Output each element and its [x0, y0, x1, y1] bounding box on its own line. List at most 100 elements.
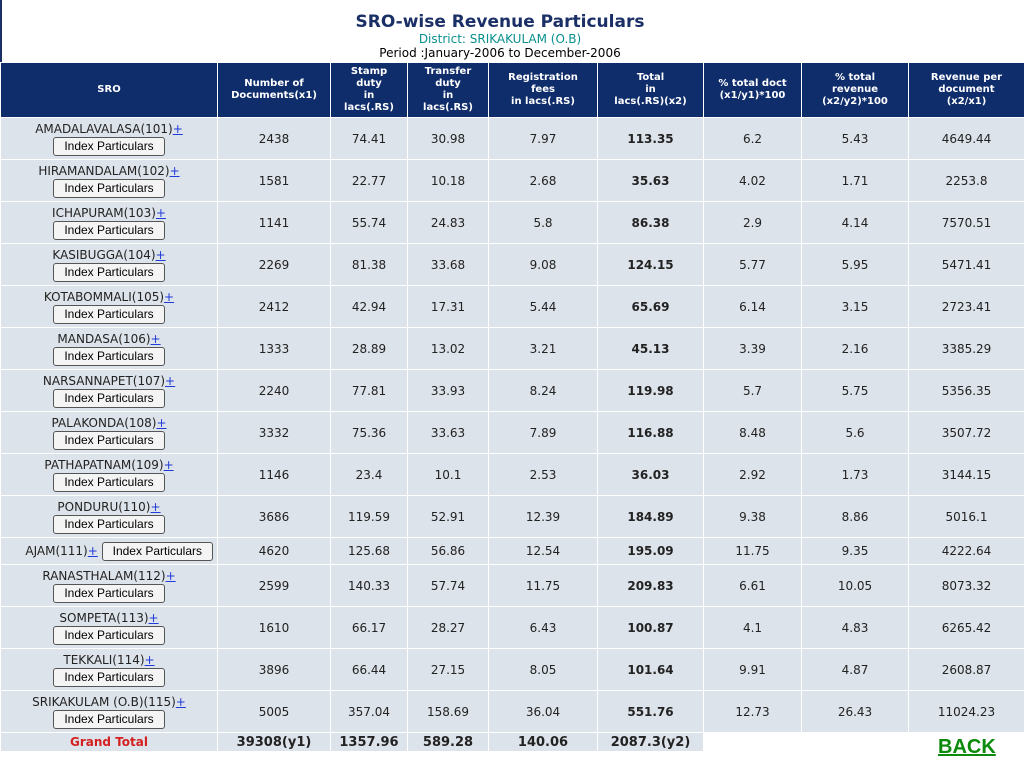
cell-docs: 3686	[218, 496, 331, 538]
cell-total: 101.64	[598, 649, 704, 691]
column-header-line: Revenue per	[931, 72, 1002, 83]
expand-plus-link[interactable]: +	[164, 290, 174, 304]
cell-reg: 2.68	[489, 160, 598, 202]
index-particulars-button[interactable]: Index Particulars	[53, 263, 164, 282]
column-header-line: in	[645, 84, 656, 95]
sro-cell-inline: AJAM(111)+ Index Particulars	[25, 542, 213, 561]
cell-docs: 3896	[218, 649, 331, 691]
index-particulars-button[interactable]: Index Particulars	[53, 668, 164, 687]
cell-prev: 4.87	[802, 649, 909, 691]
cell-rpd: 3385.29	[909, 328, 1024, 370]
cell-stamp: 55.74	[331, 202, 408, 244]
index-particulars-button[interactable]: Index Particulars	[53, 305, 164, 324]
cell-rpd: 6265.42	[909, 607, 1024, 649]
expand-plus-link[interactable]: +	[166, 569, 176, 583]
sro-name: AMADALAVALASA(101)	[35, 122, 173, 136]
cell-transfer: 17.31	[408, 286, 489, 328]
expand-plus-link[interactable]: +	[156, 206, 166, 220]
cell-stamp: 140.33	[331, 565, 408, 607]
expand-plus-link[interactable]: +	[176, 695, 186, 709]
sro-name: SOMPETA(113)	[59, 611, 148, 625]
cell-docs: 4620	[218, 538, 331, 565]
cell-total: 36.03	[598, 454, 704, 496]
cell-rpd: 2723.41	[909, 286, 1024, 328]
grand-total-total: 2087.3(y2)	[598, 733, 704, 752]
sro-cell: HIRAMANDALAM(102)+ Index Particulars	[1, 160, 218, 202]
cell-docs: 1146	[218, 454, 331, 496]
cell-rpd: 2608.87	[909, 649, 1024, 691]
index-particulars-button[interactable]: Index Particulars	[53, 347, 164, 366]
index-particulars-button[interactable]: Index Particulars	[53, 584, 164, 603]
sro-cell: PONDURU(110)+ Index Particulars	[1, 496, 218, 538]
back-link[interactable]: BACK	[938, 736, 996, 759]
cell-stamp: 22.77	[331, 160, 408, 202]
cell-rpd: 4222.64	[909, 538, 1024, 565]
table-row: ICHAPURAM(103)+ Index Particulars 1141 55.7…	[1, 202, 1024, 244]
expand-plus-link[interactable]: +	[151, 500, 161, 514]
cell-stamp: 66.17	[331, 607, 408, 649]
cell-reg: 5.8	[489, 202, 598, 244]
column-header-line: Total	[637, 72, 664, 83]
column-header: Stamp duty in lacs(.RS)	[331, 63, 408, 118]
cell-rpd: 3507.72	[909, 412, 1024, 454]
column-header-line: Transfer	[425, 66, 472, 77]
expand-plus-link[interactable]: +	[165, 374, 175, 388]
cell-prev: 26.43	[802, 691, 909, 733]
cell-stamp: 75.36	[331, 412, 408, 454]
sro-name: KASIBUGGA(104)	[52, 248, 155, 262]
table-row: PALAKONDA(108)+ Index Particulars 3332 75.3…	[1, 412, 1024, 454]
expand-plus-link[interactable]: +	[149, 611, 159, 625]
index-particulars-button[interactable]: Index Particulars	[53, 473, 164, 492]
index-particulars-button[interactable]: Index Particulars	[53, 431, 164, 450]
cell-prev: 9.35	[802, 538, 909, 565]
column-header-line: in	[364, 90, 375, 101]
cell-prev: 3.15	[802, 286, 909, 328]
index-particulars-button[interactable]: Index Particulars	[53, 710, 164, 729]
sro-name: KOTABOMMALI(105)	[44, 290, 164, 304]
expand-plus-link[interactable]: +	[170, 164, 180, 178]
sro-cell: SOMPETA(113)+ Index Particulars	[1, 607, 218, 649]
index-particulars-button[interactable]: Index Particulars	[53, 389, 164, 408]
index-particulars-button[interactable]: Index Particulars	[53, 626, 164, 645]
column-header: Total in lacs(.RS)(x2)	[598, 63, 704, 118]
cell-pdoc: 6.14	[704, 286, 802, 328]
grand-total-reg: 140.06	[489, 733, 598, 752]
expand-plus-link[interactable]: +	[173, 122, 183, 136]
cell-docs: 1333	[218, 328, 331, 370]
expand-plus-link[interactable]: +	[88, 544, 98, 558]
index-particulars-button[interactable]: Index Particulars	[53, 221, 164, 240]
column-header-line: fees	[531, 84, 555, 95]
cell-transfer: 24.83	[408, 202, 489, 244]
table-row: KOTABOMMALI(105)+ Index Particulars 2412 42…	[1, 286, 1024, 328]
table-header-row: SRO Number of Documents(x1) Stamp duty in lacs…	[1, 63, 1024, 118]
expand-plus-link[interactable]: +	[145, 653, 155, 667]
index-particulars-button[interactable]: Index Particulars	[102, 542, 213, 561]
column-header-line: in	[443, 90, 454, 101]
cell-reg: 12.39	[489, 496, 598, 538]
column-header-line: revenue	[832, 84, 878, 95]
sro-cell: MANDASA(106)+ Index Particulars	[1, 328, 218, 370]
cell-transfer: 30.98	[408, 118, 489, 160]
sro-cell: NARSANNAPET(107)+ Index Particulars	[1, 370, 218, 412]
cell-pdoc: 8.48	[704, 412, 802, 454]
grand-total-transfer: 589.28	[408, 733, 489, 752]
cell-total: 209.83	[598, 565, 704, 607]
sro-name: MANDASA(106)	[57, 332, 150, 346]
cell-pdoc: 2.92	[704, 454, 802, 496]
expand-plus-link[interactable]: +	[151, 332, 161, 346]
cell-rpd: 5016.1	[909, 496, 1024, 538]
expand-plus-link[interactable]: +	[164, 458, 174, 472]
column-header-line: (x2/x1)	[947, 96, 987, 107]
expand-plus-link[interactable]: +	[156, 248, 166, 262]
index-particulars-button[interactable]: Index Particulars	[53, 179, 164, 198]
cell-transfer: 33.63	[408, 412, 489, 454]
table-row: SRIKAKULAM (O.B)(115)+ Index Particulars 5…	[1, 691, 1024, 733]
index-particulars-button[interactable]: Index Particulars	[53, 515, 164, 534]
cell-reg: 12.54	[489, 538, 598, 565]
cell-total: 116.88	[598, 412, 704, 454]
index-particulars-button[interactable]: Index Particulars	[53, 137, 164, 156]
sro-name: TEKKALI(114)	[63, 653, 144, 667]
cell-stamp: 66.44	[331, 649, 408, 691]
expand-plus-link[interactable]: +	[156, 416, 166, 430]
cell-prev: 5.6	[802, 412, 909, 454]
